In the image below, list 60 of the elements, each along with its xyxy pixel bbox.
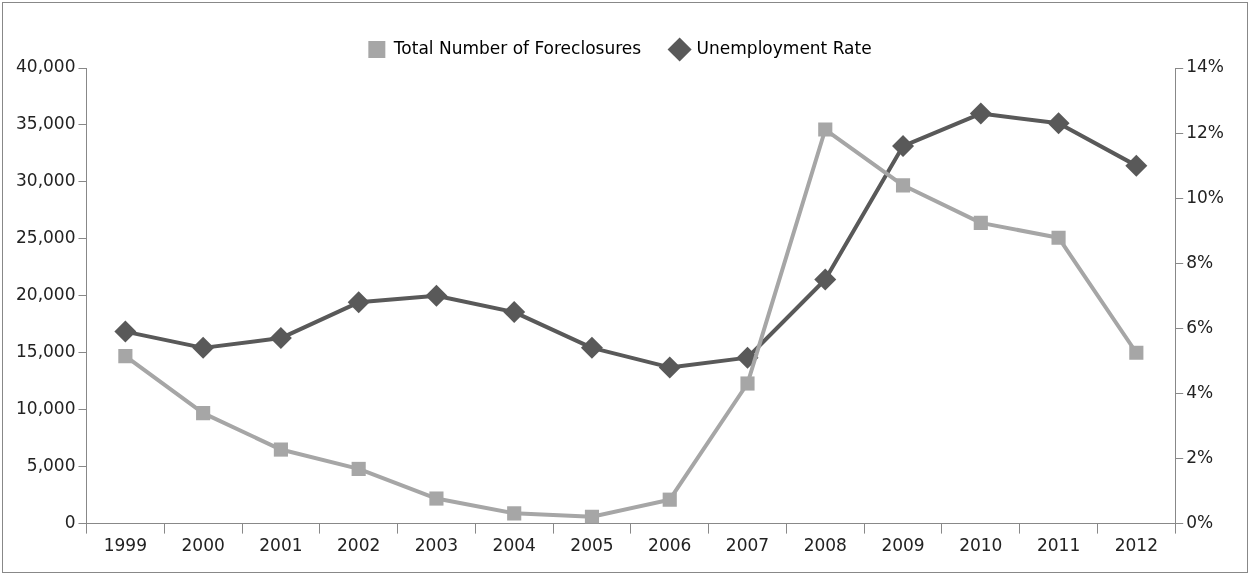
point (507, 506, 522, 521)
y-tick-label: 5,000 (26, 455, 76, 476)
point (895, 178, 911, 193)
x-tick-label: 2009 (881, 535, 925, 556)
y2-tick-label: 0% (1186, 512, 1214, 533)
y-tick-label: 40,000 (16, 56, 76, 77)
y2-tick-label: 12% (1186, 121, 1225, 142)
point (1051, 230, 1066, 245)
x-tick-label: 2005 (570, 535, 614, 556)
x-tick-label: 2008 (803, 535, 847, 556)
x-tick-label: 2006 (648, 535, 692, 556)
point (503, 301, 526, 324)
y2-tick-label: 6% (1186, 316, 1214, 337)
point (740, 376, 755, 391)
x-tick-label: 1999 (103, 535, 147, 556)
point (969, 102, 992, 125)
y-tick-label: 35,000 (16, 113, 76, 134)
x-tick-label: 2007 (725, 535, 770, 556)
x-tick-label: 2002 (337, 535, 381, 556)
point (584, 509, 600, 524)
x-tick-label: 2010 (959, 535, 1003, 556)
y2-tick-label: 14% (1186, 56, 1225, 77)
y-tick-label: 20,000 (16, 284, 76, 305)
point (580, 336, 603, 359)
point (1125, 154, 1148, 177)
y-tick-label: 30,000 (16, 170, 76, 191)
point (425, 284, 448, 307)
point (429, 491, 444, 506)
point (818, 122, 833, 137)
legend-label: Total Number of Foreclosures (392, 37, 642, 58)
y2-tick-label: 10% (1186, 186, 1225, 207)
x-tick-label: 2000 (181, 535, 225, 556)
point (814, 268, 837, 291)
x-tick-label: 2004 (492, 535, 536, 556)
point (658, 356, 681, 379)
point (351, 461, 366, 476)
point (662, 492, 677, 507)
point (892, 135, 915, 158)
point (1047, 112, 1070, 135)
point (347, 291, 370, 314)
legend-label: Unemployment Rate (696, 37, 872, 58)
point (196, 406, 211, 421)
y-tick-label: 25,000 (16, 227, 76, 248)
x-tick-label: 2003 (414, 535, 459, 556)
point (1129, 345, 1144, 360)
x-tick-label: 2012 (1114, 535, 1158, 556)
point (273, 442, 288, 457)
x-tick-label: 2011 (1036, 535, 1081, 556)
point (192, 336, 215, 359)
x-tick-label: 2001 (259, 535, 303, 556)
y-tick-label: 15,000 (16, 341, 76, 362)
y-tick-label: 10,000 (16, 398, 76, 419)
y-tick-label: 0 (64, 512, 76, 533)
point (973, 215, 988, 230)
point (114, 320, 137, 343)
y2-tick-label: 4% (1186, 381, 1214, 402)
point (118, 349, 133, 364)
y2-tick-label: 8% (1186, 251, 1214, 272)
y2-tick-label: 2% (1186, 446, 1214, 467)
point (269, 327, 292, 350)
